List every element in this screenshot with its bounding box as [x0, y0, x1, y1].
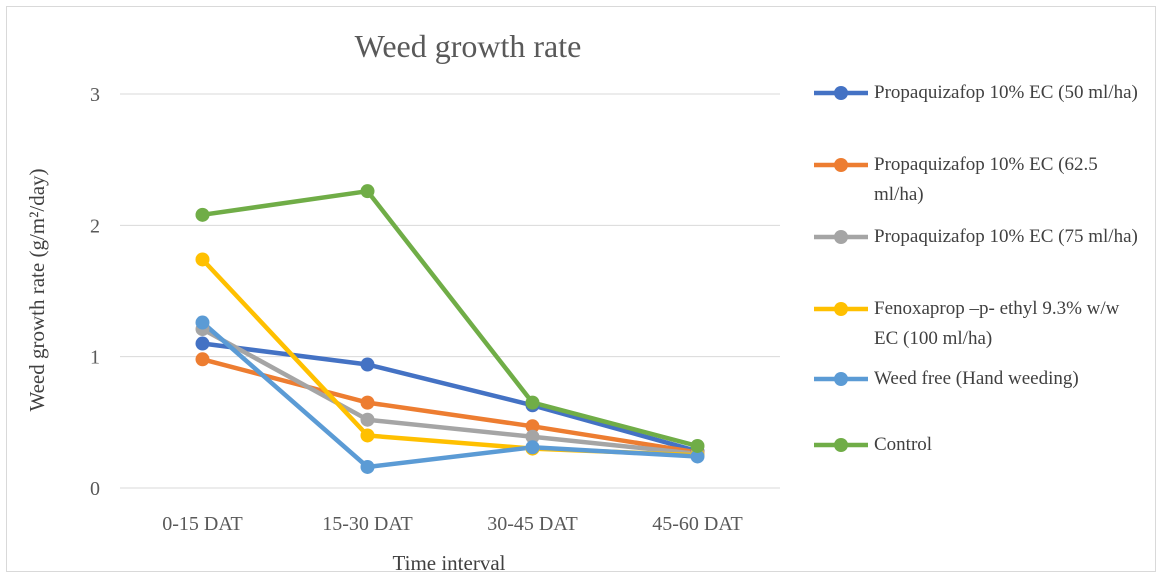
data-point — [195, 207, 210, 222]
data-point — [360, 357, 375, 372]
series-line-5 — [200, 188, 700, 449]
data-point — [360, 184, 375, 199]
x-tick-label: 30-45 DAT — [487, 513, 578, 535]
x-axis-label: Time interval — [393, 551, 506, 575]
data-point — [360, 428, 375, 443]
data-point — [525, 429, 540, 444]
x-tick-label: 15-30 DAT — [322, 513, 413, 535]
x-tick-label: 45-60 DAT — [652, 513, 743, 535]
y-tick-labels: 0 1 2 3 — [90, 84, 100, 500]
y-tick-label: 1 — [90, 347, 100, 369]
series-line-2 — [200, 326, 700, 457]
series-points — [195, 184, 705, 474]
series-line-1 — [200, 357, 700, 455]
y-tick-label: 3 — [90, 84, 100, 106]
series-line-4 — [200, 320, 700, 470]
series-lines — [200, 188, 700, 470]
chart-frame — [6, 6, 1156, 572]
legend-label: Fenoxaprop –p- ethyl 9.3% w/w EC (100 ml… — [874, 298, 1120, 349]
y-tick-label: 2 — [90, 215, 100, 237]
x-tick-label: 0-15 DAT — [162, 513, 243, 535]
data-point — [690, 438, 705, 453]
data-point — [525, 440, 540, 455]
data-point — [360, 395, 375, 410]
legend-swatch — [814, 302, 868, 316]
y-axis-label: Weed growth rate (g/m²/day) — [25, 168, 49, 411]
chart-title: Weed growth rate — [355, 28, 582, 64]
data-point — [195, 352, 210, 367]
legend-label: Control — [874, 434, 933, 455]
data-point — [360, 412, 375, 427]
legend-swatch — [814, 86, 868, 100]
legend-swatch — [814, 158, 868, 172]
data-point — [360, 459, 375, 474]
legend-label: Weed free (Hand weeding) — [874, 368, 1079, 389]
legend-swatch — [814, 230, 868, 244]
legend-label: Propaquizafop 10% EC (62.5 ml/ha) — [874, 154, 1098, 205]
legend-swatch — [814, 438, 868, 452]
y-tick-label: 0 — [90, 478, 100, 500]
data-point — [195, 315, 210, 330]
legend-label: Propaquizafop 10% EC (50 ml/ha) — [874, 82, 1138, 103]
data-point — [525, 419, 540, 434]
data-point — [195, 336, 210, 351]
legend-label: Propaquizafop 10% EC (75 ml/ha) — [874, 226, 1138, 247]
series-line-0 — [200, 341, 700, 454]
data-point — [195, 252, 210, 267]
x-tick-labels: 0-15 DAT 15-30 DAT 30-45 DAT 45-60 DAT — [162, 513, 743, 535]
legend-swatch — [814, 372, 868, 386]
data-point — [690, 449, 705, 464]
gridlines — [120, 93, 780, 489]
data-point — [525, 395, 540, 410]
